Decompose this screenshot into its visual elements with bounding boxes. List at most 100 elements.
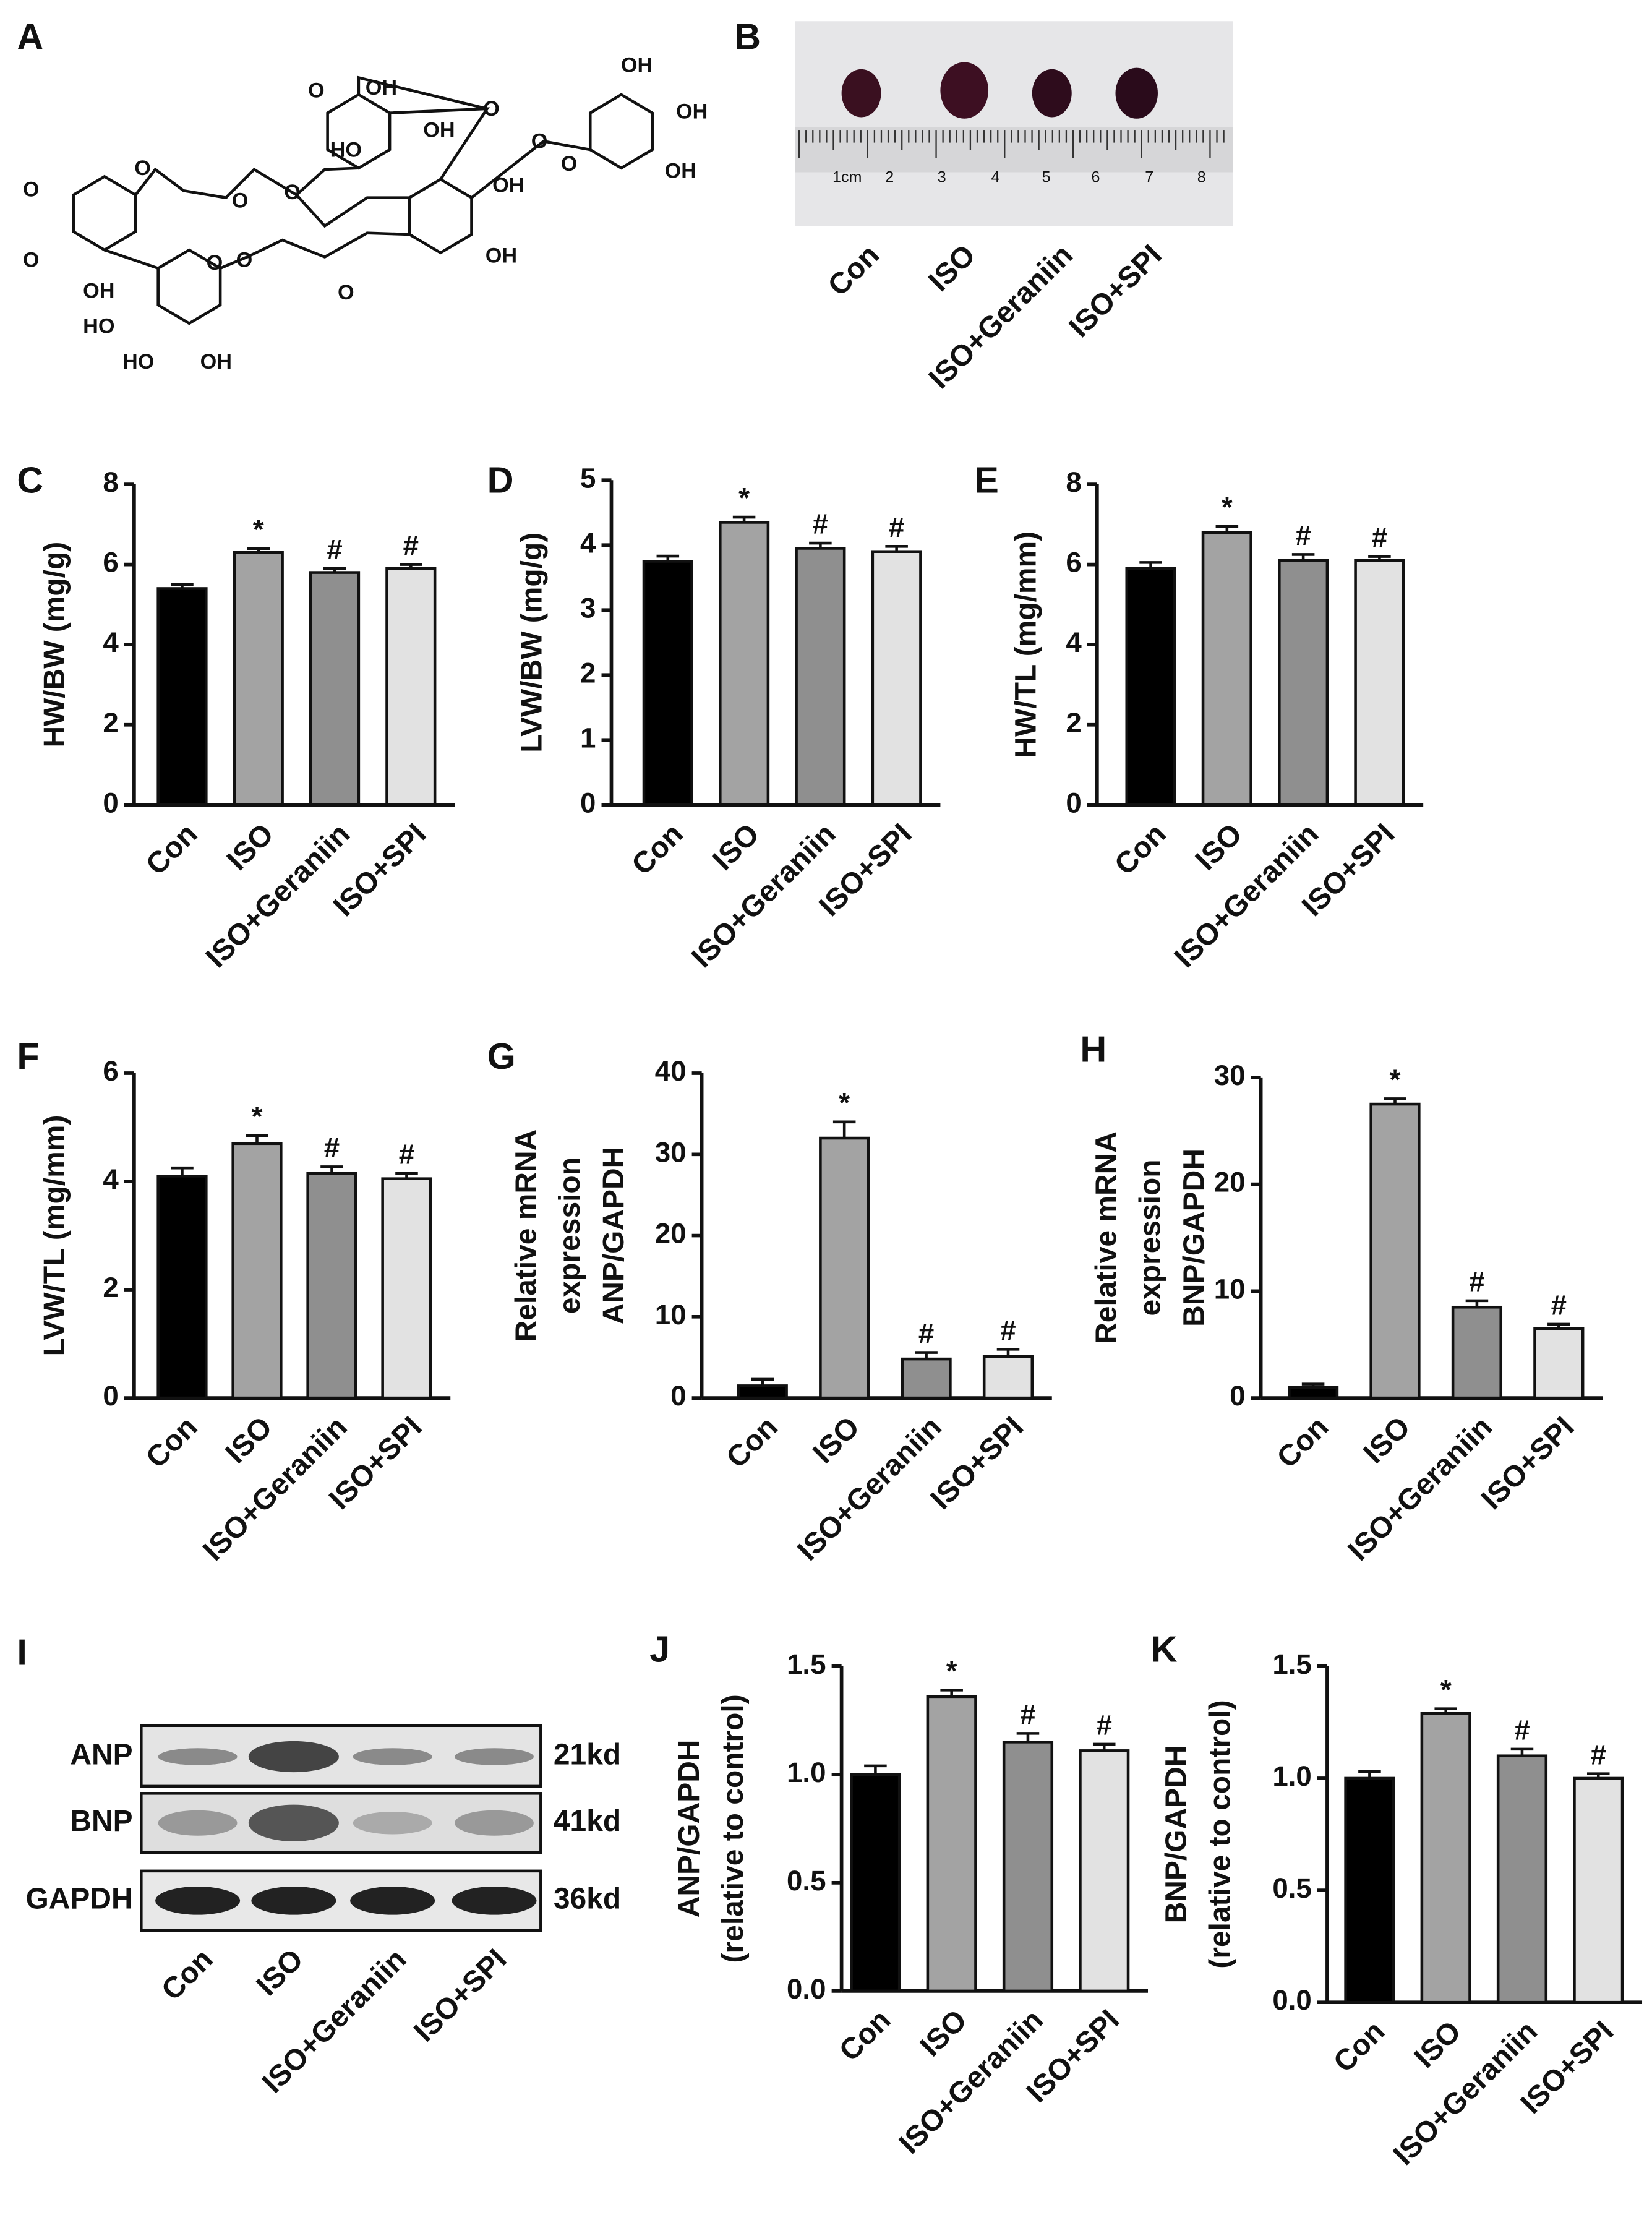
significance-mark: * (946, 1655, 957, 1687)
y-tick-label: 10 (655, 1299, 687, 1330)
heart (1032, 69, 1072, 118)
y-tick-label: 8 (1066, 466, 1081, 498)
bar (381, 1177, 432, 1400)
bar (1278, 559, 1329, 807)
atom-label: OH (83, 280, 114, 303)
bar (1125, 567, 1176, 807)
y-tick-label: 0.5 (787, 1865, 826, 1896)
panel-letter: C (17, 459, 43, 500)
ruler-label: 4 (991, 168, 999, 186)
atom-label: O (207, 251, 223, 275)
molecule-skeleton (72, 75, 654, 325)
y-axis-label: HW/BW (mg/g) (38, 542, 71, 748)
atom-label: OH (621, 53, 653, 77)
significance-mark: # (1097, 1710, 1112, 1741)
y-tick-label: 1.5 (1272, 1648, 1311, 1680)
significance-mark: # (813, 508, 828, 540)
atom-label: HO (330, 138, 362, 161)
bar (926, 1695, 977, 1993)
significance-mark: # (1514, 1715, 1530, 1746)
bar (1201, 531, 1252, 807)
bar (982, 1355, 1034, 1400)
bar (1079, 1749, 1130, 1993)
y-axis-label: expression (1134, 1159, 1167, 1316)
ruler-label: 1cm (832, 168, 862, 186)
bar (1344, 1776, 1395, 2004)
atom-label: O (23, 178, 40, 201)
atom-label: OH (200, 350, 232, 374)
ruler-label: 2 (885, 168, 894, 186)
bar (1496, 1754, 1548, 2004)
significance-mark: # (399, 1139, 414, 1170)
bar (901, 1357, 952, 1400)
significance-mark: * (252, 1100, 263, 1132)
y-tick-label: 0.5 (1272, 1872, 1311, 1904)
y-tick-label: 10 (1214, 1273, 1246, 1305)
ruler-label: 8 (1197, 168, 1206, 186)
y-tick-label: 0.0 (787, 1973, 826, 2005)
significance-mark: # (889, 512, 904, 543)
bar (1354, 559, 1405, 807)
y-tick-label: 6 (1066, 547, 1081, 578)
significance-mark: * (1222, 492, 1233, 523)
heart (1115, 67, 1158, 119)
bar (718, 521, 770, 807)
bar (231, 1142, 283, 1400)
heart (841, 69, 881, 118)
significance-mark: # (1591, 1739, 1606, 1770)
y-tick-label: 20 (655, 1218, 687, 1249)
atom-label: OH (492, 173, 524, 197)
y-tick-label: 2 (580, 657, 596, 688)
y-tick-label: 4 (580, 527, 596, 559)
bar (306, 1172, 357, 1400)
y-tick-label: 0 (580, 787, 596, 818)
y-axis-label: BNP/GAPDH (1178, 1149, 1210, 1327)
significance-mark: # (918, 1317, 934, 1349)
y-tick-label: 1.5 (787, 1648, 826, 1680)
significance-mark: * (839, 1087, 850, 1118)
bands (155, 1741, 537, 1915)
y-tick-label: 0 (103, 787, 118, 818)
significance-mark: * (1390, 1064, 1401, 1095)
significance-mark: # (1372, 521, 1387, 553)
atom-label: O (236, 248, 253, 272)
y-tick-label: 2 (103, 1272, 118, 1303)
heart-photo (795, 21, 1233, 226)
atom-label: O (308, 79, 325, 102)
y-tick-label: 0 (1230, 1380, 1245, 1412)
band-label: GAPDH (25, 1882, 132, 1915)
significance-mark: # (1295, 520, 1311, 551)
significance-mark: # (324, 1132, 340, 1163)
bar (1288, 1386, 1339, 1400)
size-label: 36kd (554, 1882, 621, 1915)
atom-label: OH (423, 118, 455, 142)
panel-letter: D (487, 459, 514, 500)
atom-label: OH (676, 100, 708, 124)
atom-label: O (284, 181, 301, 204)
y-axis-label: Relative mRNA (1090, 1131, 1123, 1344)
significance-mark: # (1000, 1314, 1016, 1346)
y-tick-label: 4 (103, 1163, 119, 1195)
panel-letter: J (649, 1629, 670, 1670)
significance-mark: # (327, 534, 342, 565)
bar (156, 587, 208, 807)
significance-mark: * (738, 482, 750, 514)
panel-letter: F (17, 1035, 39, 1077)
y-axis-label: ANP/GAPDH (597, 1147, 630, 1325)
y-axis-label: (relative to control) (717, 1694, 750, 1963)
bar (233, 551, 284, 807)
y-axis-label: BNP/GAPDH (1160, 1746, 1193, 1924)
atom-label: OH (665, 160, 696, 183)
bar (1573, 1776, 1624, 2004)
atom-label: HO (83, 315, 114, 338)
y-tick-label: 2 (1066, 707, 1081, 739)
significance-mark: # (1551, 1290, 1567, 1321)
y-tick-label: 0 (670, 1380, 686, 1412)
y-tick-label: 2 (103, 707, 118, 739)
y-tick-label: 0 (1066, 787, 1081, 818)
panel-letter: B (734, 16, 761, 58)
y-tick-label: 40 (655, 1055, 687, 1087)
bar (385, 567, 437, 807)
y-axis-label: ANP/GAPDH (673, 1740, 706, 1918)
ruler-label: 7 (1145, 168, 1153, 186)
